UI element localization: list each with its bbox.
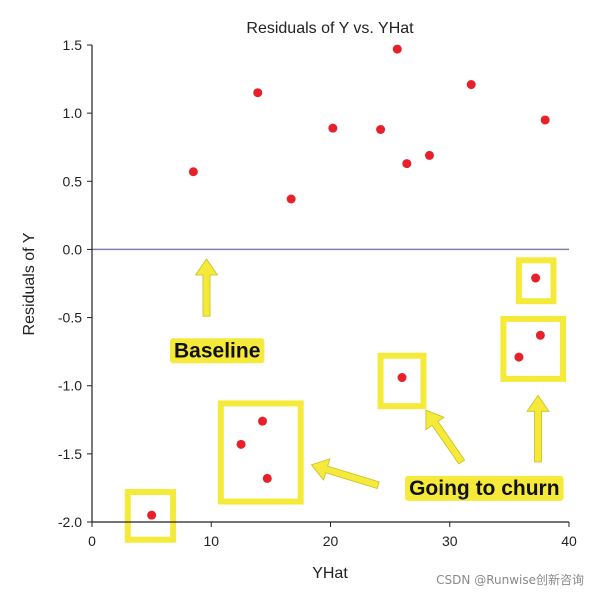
- x-tick-label: 40: [561, 533, 577, 549]
- data-point: [540, 115, 550, 125]
- annotation-highlight: [170, 338, 265, 364]
- data-point: [258, 416, 268, 426]
- y-tick-label: -0.5: [58, 310, 82, 326]
- data-point: [188, 167, 198, 177]
- y-tick-label: 0.0: [63, 241, 83, 257]
- data-point: [397, 373, 407, 383]
- highlight-box: [500, 315, 567, 382]
- data-point: [392, 44, 402, 54]
- data-point: [531, 273, 541, 283]
- highlight-box: [515, 257, 557, 305]
- highlight-box: [217, 400, 304, 505]
- data-point: [286, 194, 296, 204]
- y-tick-label: -1.5: [58, 446, 82, 462]
- data-point: [402, 159, 412, 169]
- tick-labels: 1.5 1.0 0.5 0.0 -0.5 -1.0 -1.5 -2.0 0 10 20 30 40: [58, 37, 577, 549]
- data-point: [147, 510, 157, 520]
- arrow: [425, 409, 466, 465]
- arrow: [526, 394, 550, 463]
- annotation: Going to churn: [405, 475, 564, 501]
- data-point: [253, 88, 263, 98]
- y-tick-label: 1.5: [63, 37, 83, 53]
- data-point: [535, 330, 545, 340]
- data-point: [424, 150, 434, 160]
- x-tick-label: 20: [323, 533, 339, 549]
- data-point: [514, 352, 524, 362]
- x-tick-label: 30: [442, 533, 458, 549]
- annotation-arrows: [194, 258, 550, 489]
- y-tick-label: -2.0: [58, 514, 82, 530]
- x-axis-label: YHat: [312, 565, 348, 582]
- data-point: [466, 80, 476, 90]
- annotation-highlight: [405, 475, 564, 501]
- data-points: [147, 44, 550, 520]
- annotation: Baseline: [170, 338, 265, 364]
- y-tick-label: -1.0: [58, 378, 82, 394]
- arrow: [194, 258, 219, 317]
- x-tick-label: 10: [203, 533, 219, 549]
- highlight-box: [124, 489, 177, 543]
- highlight-box: [377, 352, 427, 410]
- axes: [91, 45, 569, 523]
- chart-title: Residuals of Y vs. YHat: [246, 20, 414, 37]
- annotation-label: Going to churn: [409, 477, 559, 500]
- x-tick-label: 0: [88, 533, 96, 549]
- highlight-boxes: [124, 257, 567, 543]
- y-axis-label: Residuals of Y: [21, 232, 38, 335]
- data-point: [328, 123, 338, 133]
- arrow: [310, 458, 380, 489]
- data-point: [376, 124, 386, 134]
- annotation-labels: Baseline Going to churn: [170, 338, 564, 501]
- data-point: [236, 439, 246, 449]
- data-point: [262, 473, 272, 483]
- y-tick-label: 0.5: [63, 173, 83, 189]
- watermark: CSDN @Runwise创新咨询: [436, 573, 584, 587]
- y-tick-label: 1.0: [63, 105, 83, 121]
- annotation-label: Baseline: [174, 339, 260, 362]
